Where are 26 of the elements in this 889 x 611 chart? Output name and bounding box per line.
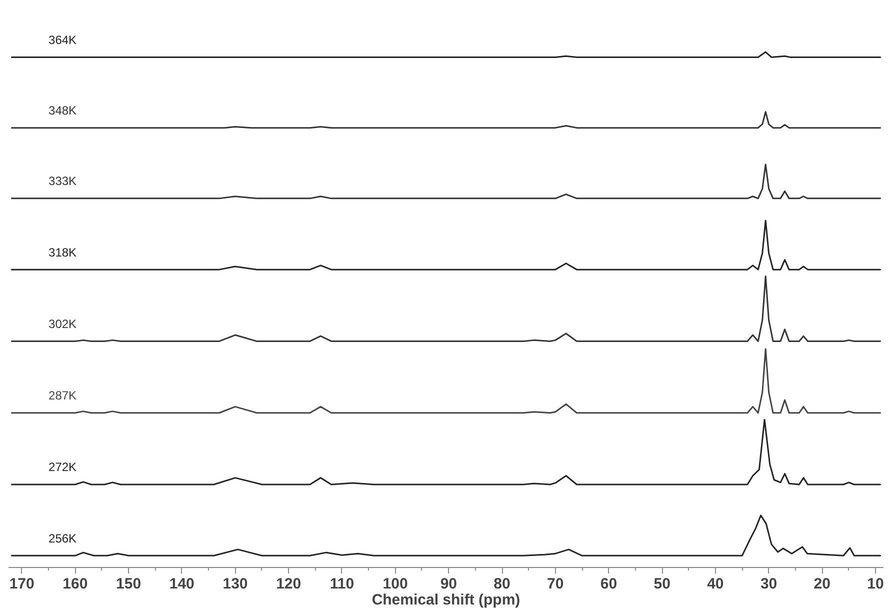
series-label: 287K: [48, 388, 77, 403]
x-tick-label: 40: [707, 576, 724, 592]
x-tick-label: 170: [9, 576, 34, 592]
x-tick-label: 130: [222, 576, 248, 592]
x-tick-label: 100: [382, 576, 408, 592]
x-tick-label: 150: [116, 576, 142, 592]
x-tick-label: 10: [867, 576, 884, 592]
series-label: 333K: [48, 174, 77, 188]
x-tick-label: 90: [440, 576, 458, 592]
series-label: 364K: [48, 32, 77, 47]
series-label: 348K: [48, 104, 77, 118]
x-tick-label: 110: [330, 576, 354, 592]
series-label: 272K: [48, 460, 77, 474]
x-tick-label: 50: [654, 576, 670, 592]
x-tick-label: 20: [814, 576, 830, 592]
series-label: 318K: [48, 245, 77, 260]
x-tick-label: 140: [169, 576, 194, 592]
x-tick-label: 160: [62, 576, 88, 592]
x-tick-label: 60: [600, 576, 618, 592]
x-axis-title: Chemical shift (ppm): [372, 592, 520, 608]
series-label: 302K: [48, 316, 77, 331]
x-tick-label: 80: [494, 576, 510, 592]
x-tick-label: 30: [760, 576, 778, 592]
x-tick-label: 120: [276, 576, 302, 592]
x-tick-label: 70: [547, 576, 564, 592]
series-label: 256K: [48, 531, 77, 546]
